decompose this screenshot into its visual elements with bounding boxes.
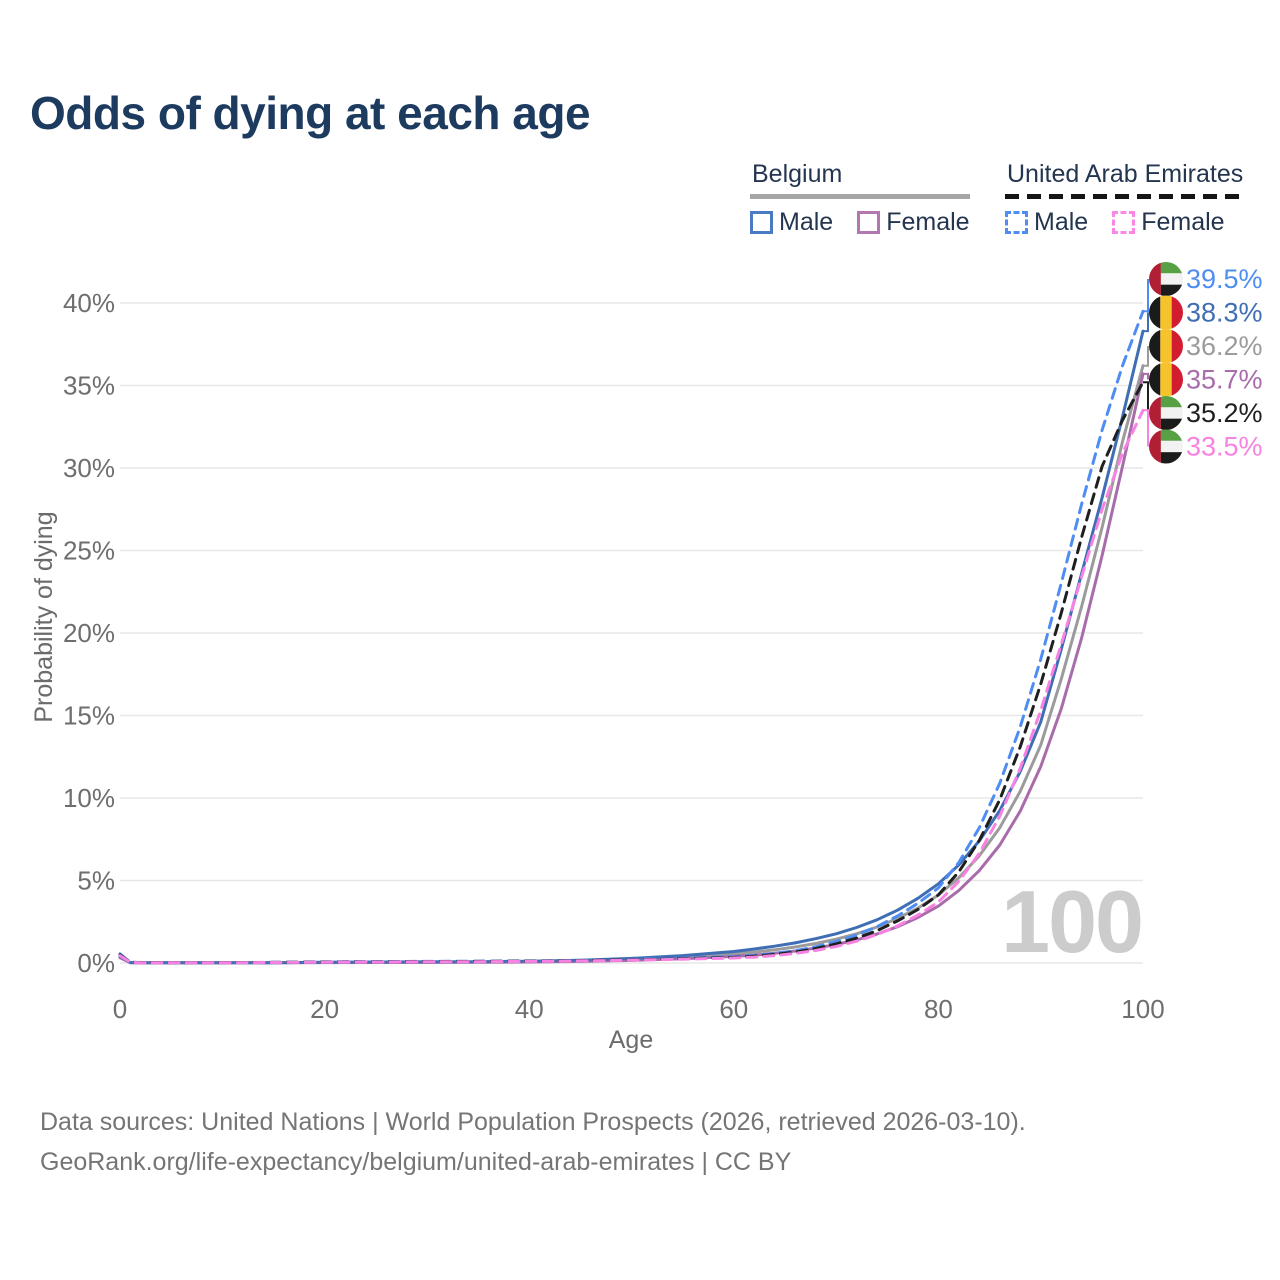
y-tick-label: 25% <box>63 536 115 566</box>
flag-ae-icon <box>1149 262 1183 296</box>
series-line-uae-female[interactable] <box>118 408 1145 965</box>
series-line-uae-both[interactable] <box>118 380 1145 965</box>
flag-be-icon <box>1149 295 1183 330</box>
x-tick-label: 60 <box>719 994 748 1024</box>
x-tick-label: 100 <box>1121 994 1164 1024</box>
uae-female-swatch-icon <box>1112 211 1136 234</box>
belgium-line-style-sample <box>750 194 970 199</box>
end-label-value: 35.7% <box>1186 365 1263 395</box>
legend-label: Male <box>1034 208 1089 236</box>
series-line-belgium-male[interactable] <box>118 329 1145 965</box>
data-source-line: Data sources: United Nations | World Pop… <box>40 1108 1026 1136</box>
end-label-leader <box>1143 381 1149 413</box>
x-tick-label: 20 <box>310 994 339 1024</box>
flag-ae-icon <box>1149 396 1183 430</box>
end-label-leader <box>1143 409 1149 447</box>
legend-item-belgium-female[interactable]: Female <box>857 208 970 237</box>
y-tick-label: 35% <box>63 371 115 401</box>
y-tick-label: 20% <box>63 618 115 648</box>
end-label-leader <box>1143 346 1149 367</box>
legend-country-uae[interactable]: United Arab Emirates <box>1007 160 1244 188</box>
legend-item-uae-male[interactable]: Male <box>1005 208 1088 237</box>
belgium-male-swatch-icon <box>750 211 773 234</box>
legend-group-belgium: Belgium Male Female <box>750 160 970 237</box>
end-label-leader <box>1143 372 1149 380</box>
y-axis-title: Probability of dying <box>30 511 58 723</box>
x-tick-label: 0 <box>113 994 127 1024</box>
legend-group-uae: United Arab Emirates Male Female <box>1005 160 1246 237</box>
x-tick-label: 40 <box>515 994 544 1024</box>
flag-ae-icon <box>1149 429 1183 464</box>
y-tick-label: 15% <box>63 701 115 731</box>
legend-label: Female <box>886 208 970 236</box>
end-label-value: 36.2% <box>1186 331 1263 361</box>
y-tick-label: 10% <box>63 783 115 813</box>
uae-line-style-sample <box>1005 194 1246 199</box>
end-label-value: 33.5% <box>1186 432 1263 462</box>
x-axis-title: Age <box>608 1026 654 1054</box>
page-title: Odds of dying at each age <box>30 87 591 139</box>
series-line-belgium-female[interactable] <box>118 372 1145 965</box>
end-label-leader <box>1143 312 1149 333</box>
age-watermark: 100 <box>1001 872 1144 971</box>
attribution-line: GeoRank.org/life-expectancy/belgium/unit… <box>40 1148 792 1176</box>
legend-country-belgium[interactable]: Belgium <box>752 160 843 188</box>
uae-male-swatch-icon <box>1005 211 1028 234</box>
x-tick-label: 80 <box>924 994 953 1024</box>
legend-item-uae-female[interactable]: Female <box>1112 208 1225 237</box>
y-tick-label: 30% <box>63 453 115 483</box>
end-label-value: 39.5% <box>1186 264 1263 294</box>
end-label-value: 35.2% <box>1186 398 1263 428</box>
series-line-belgium-both[interactable] <box>118 364 1145 965</box>
legend-label: Female <box>1141 208 1225 236</box>
end-label-value: 38.3% <box>1186 298 1263 328</box>
y-tick-label: 0% <box>77 948 115 978</box>
legend-label: Male <box>779 208 834 236</box>
series-line-uae-male[interactable] <box>118 309 1145 965</box>
end-label-leader <box>1143 279 1149 313</box>
flag-be-icon <box>1149 329 1183 363</box>
flag-be-icon <box>1149 362 1183 397</box>
legend-item-belgium-male[interactable]: Male <box>750 208 833 237</box>
y-tick-label: 40% <box>63 288 115 318</box>
belgium-female-swatch-icon <box>857 211 881 234</box>
y-tick-label: 5% <box>77 866 115 896</box>
